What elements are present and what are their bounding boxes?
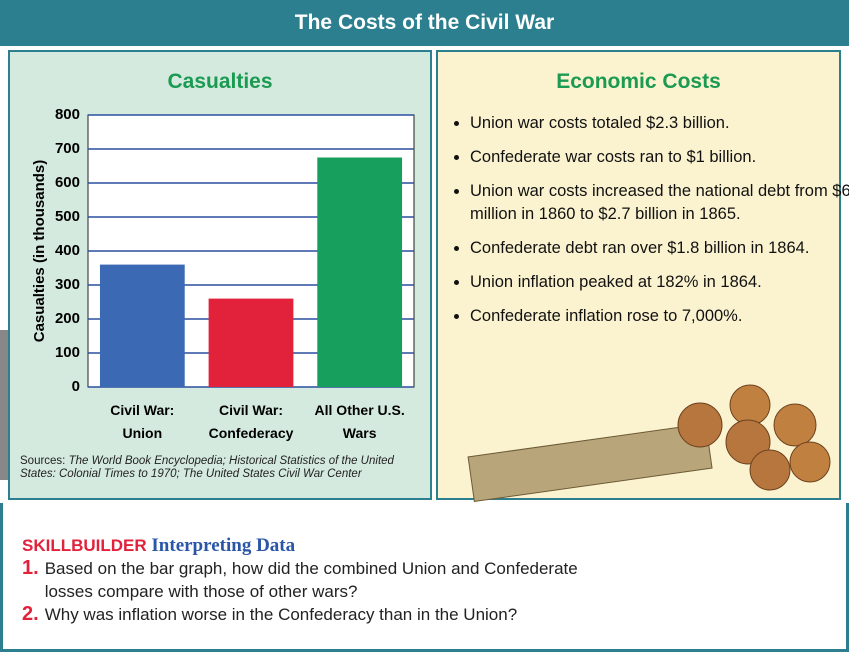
y-tick-label: 800 <box>55 106 80 123</box>
x-tick-label: Civil War: Confederacy <box>201 399 301 445</box>
bar <box>100 265 185 387</box>
sources-text: The World Book Encyclopedia; Historical … <box>20 455 394 480</box>
question-text: Why was inflation worse in the Confedera… <box>45 603 605 626</box>
photo-fragment <box>0 330 8 480</box>
question: 2. Why was inflation worse in the Confede… <box>22 603 722 626</box>
question: 1.Based on the bar graph, how did the co… <box>22 557 722 603</box>
y-axis-label: Casualties (in thousands) <box>31 160 48 343</box>
bar <box>209 299 294 387</box>
economic-item: Union inflation peaked at 182% in 1864. <box>470 271 849 294</box>
y-tick-label: 700 <box>55 140 80 157</box>
economic-item: Union war costs increased the national d… <box>470 180 849 226</box>
economic-list: Union war costs totaled $2.3 billion. Con… <box>452 112 849 339</box>
x-tick-label: All Other U.S. Wars <box>310 399 410 445</box>
economic-item: Union war costs totaled $2.3 billion. <box>470 112 849 135</box>
question-number: 1. <box>22 557 39 603</box>
y-tick-label: 0 <box>72 378 80 395</box>
y-tick-label: 300 <box>55 276 80 293</box>
x-tick-label: Civil War: Union <box>92 399 192 445</box>
y-tick-label: 200 <box>55 310 80 327</box>
skillbuilder-heading: SKILLBUILDER Interpreting Data <box>22 535 295 557</box>
skillbuilder-title: Interpreting Data <box>151 535 295 556</box>
question-number: 2. <box>22 603 39 626</box>
question-text: Based on the bar graph, how did the comb… <box>45 557 605 603</box>
skillbuilder-label: SKILLBUILDER <box>22 536 147 555</box>
economic-item: Confederate inflation rose to 7,000%. <box>470 305 849 328</box>
y-tick-label: 600 <box>55 174 80 191</box>
y-tick-label: 100 <box>55 344 80 361</box>
economic-item: Confederate war costs ran to $1 billion. <box>470 146 849 169</box>
economic-item: Confederate debt ran over $1.8 billion i… <box>470 237 849 260</box>
currency-illustration <box>468 385 830 501</box>
sources-label: Sources: <box>20 455 65 467</box>
bar <box>317 158 402 388</box>
y-tick-label: 400 <box>55 242 80 259</box>
sources: Sources: The World Book Encyclopedia; Hi… <box>20 455 430 481</box>
y-tick-label: 500 <box>55 208 80 225</box>
questions: 1.Based on the bar graph, how did the co… <box>22 557 722 626</box>
page: The Costs of the Civil War Casualties Ec… <box>0 0 849 652</box>
